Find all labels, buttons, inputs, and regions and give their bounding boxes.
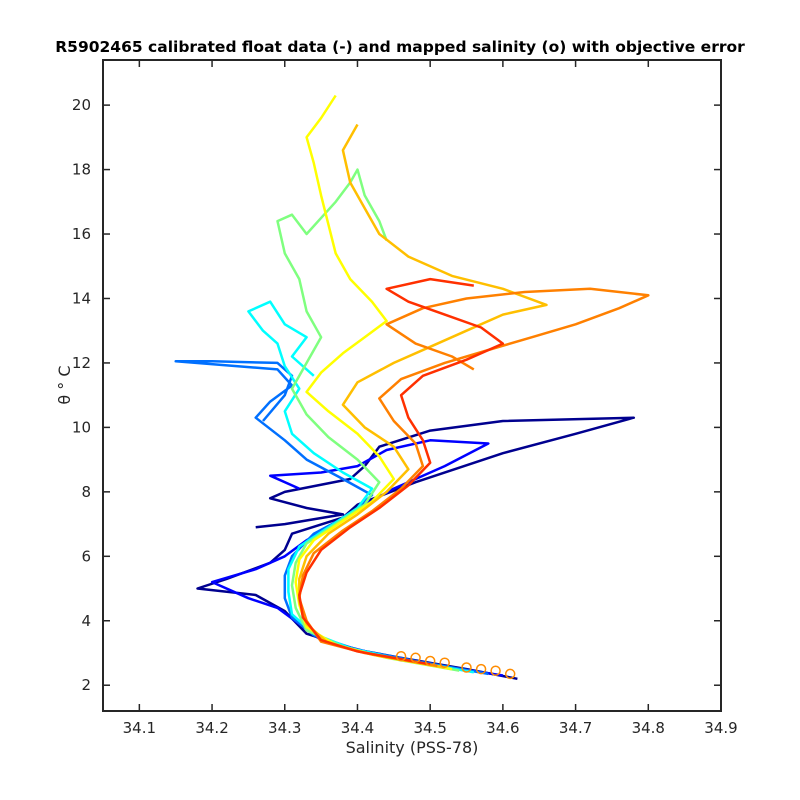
mapped-salinity-marker-5 <box>461 662 472 673</box>
x-tick-label: 34.7 <box>559 719 592 737</box>
y-tick-label: 16 <box>72 225 91 243</box>
mapped-salinity-marker-2 <box>410 652 421 664</box>
profile-line-6 <box>294 94 453 671</box>
x-tick-label: 34.3 <box>268 719 301 737</box>
y-tick-label: 14 <box>72 289 91 307</box>
chart-title: R5902465 calibrated float data (-) and m… <box>55 38 745 56</box>
x-tick-label: 34.1 <box>123 719 156 737</box>
y-tick-label: 2 <box>81 676 91 694</box>
mapped-salinity-marker-8 <box>504 668 516 680</box>
y-tick-label: 8 <box>81 483 91 501</box>
profile-line-1 <box>196 416 636 681</box>
profile-line-3 <box>174 360 489 676</box>
profile-line-9 <box>298 277 505 666</box>
x-tick-label: 34.2 <box>195 719 228 737</box>
profile-line-4 <box>247 300 475 674</box>
y-tick-label: 10 <box>72 418 91 436</box>
x-tick-label: 34.4 <box>341 719 374 737</box>
profile-line-2 <box>210 439 504 677</box>
y-tick-label: 18 <box>72 161 91 179</box>
plot-frame <box>102 59 722 712</box>
mapped-salinity-marker-1 <box>395 650 407 662</box>
y-tick-label: 20 <box>72 96 91 114</box>
mapped-salinity-marker-4 <box>439 657 450 668</box>
y-tick-label: 6 <box>81 547 91 565</box>
y-tick-label: 4 <box>81 612 91 630</box>
profile-line-5 <box>276 168 460 672</box>
x-tick-label: 34.9 <box>704 719 737 737</box>
mapped-salinity-marker-3 <box>424 655 436 667</box>
mapped-salinity-markers <box>395 650 516 680</box>
axis-ticks: 34.1 34.2 34.3 34.4 34.5 34.6 34.7 34.8 34.9 2 4 6 8… <box>72 60 738 737</box>
mapped-salinity-marker-7 <box>490 665 501 676</box>
mapped-salinity-marker-6 <box>475 663 487 675</box>
profile-line-8 <box>298 287 650 668</box>
y-tick-label: 12 <box>72 354 91 372</box>
y-axis-label: θ ° C <box>55 365 74 404</box>
x-tick-label: 34.8 <box>632 719 665 737</box>
x-tick-label: 34.5 <box>413 719 446 737</box>
plot-lines <box>174 94 650 681</box>
profile-line-7 <box>298 123 548 669</box>
x-tick-label: 34.6 <box>486 719 519 737</box>
x-axis-label: Salinity (PSS-78) <box>346 738 479 757</box>
